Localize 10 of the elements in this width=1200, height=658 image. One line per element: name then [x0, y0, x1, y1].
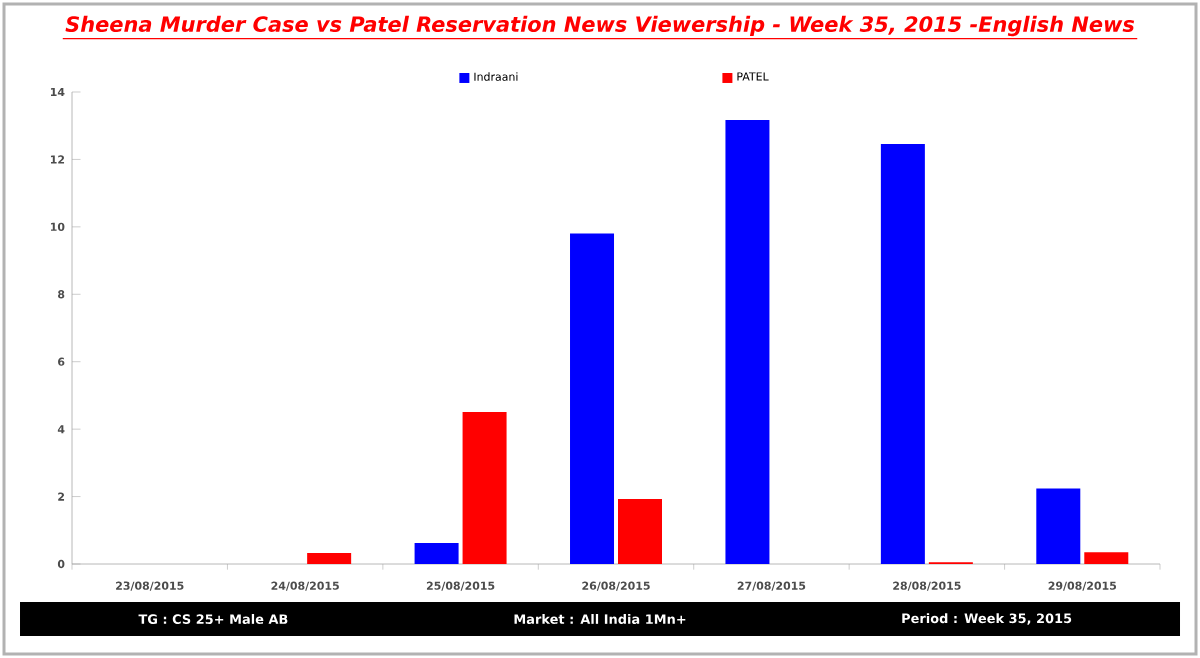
bar — [462, 411, 507, 564]
bar — [1036, 488, 1081, 564]
chart-title: Sheena Murder Case vs Patel Reservation News Viewership - Week 35, 2015 -English News — [65, 15, 1135, 37]
bar — [725, 119, 770, 564]
bar — [307, 552, 352, 564]
bar — [880, 143, 925, 564]
bar — [618, 498, 662, 564]
bar — [1084, 552, 1129, 564]
bar — [570, 233, 615, 564]
bar — [414, 543, 459, 564]
